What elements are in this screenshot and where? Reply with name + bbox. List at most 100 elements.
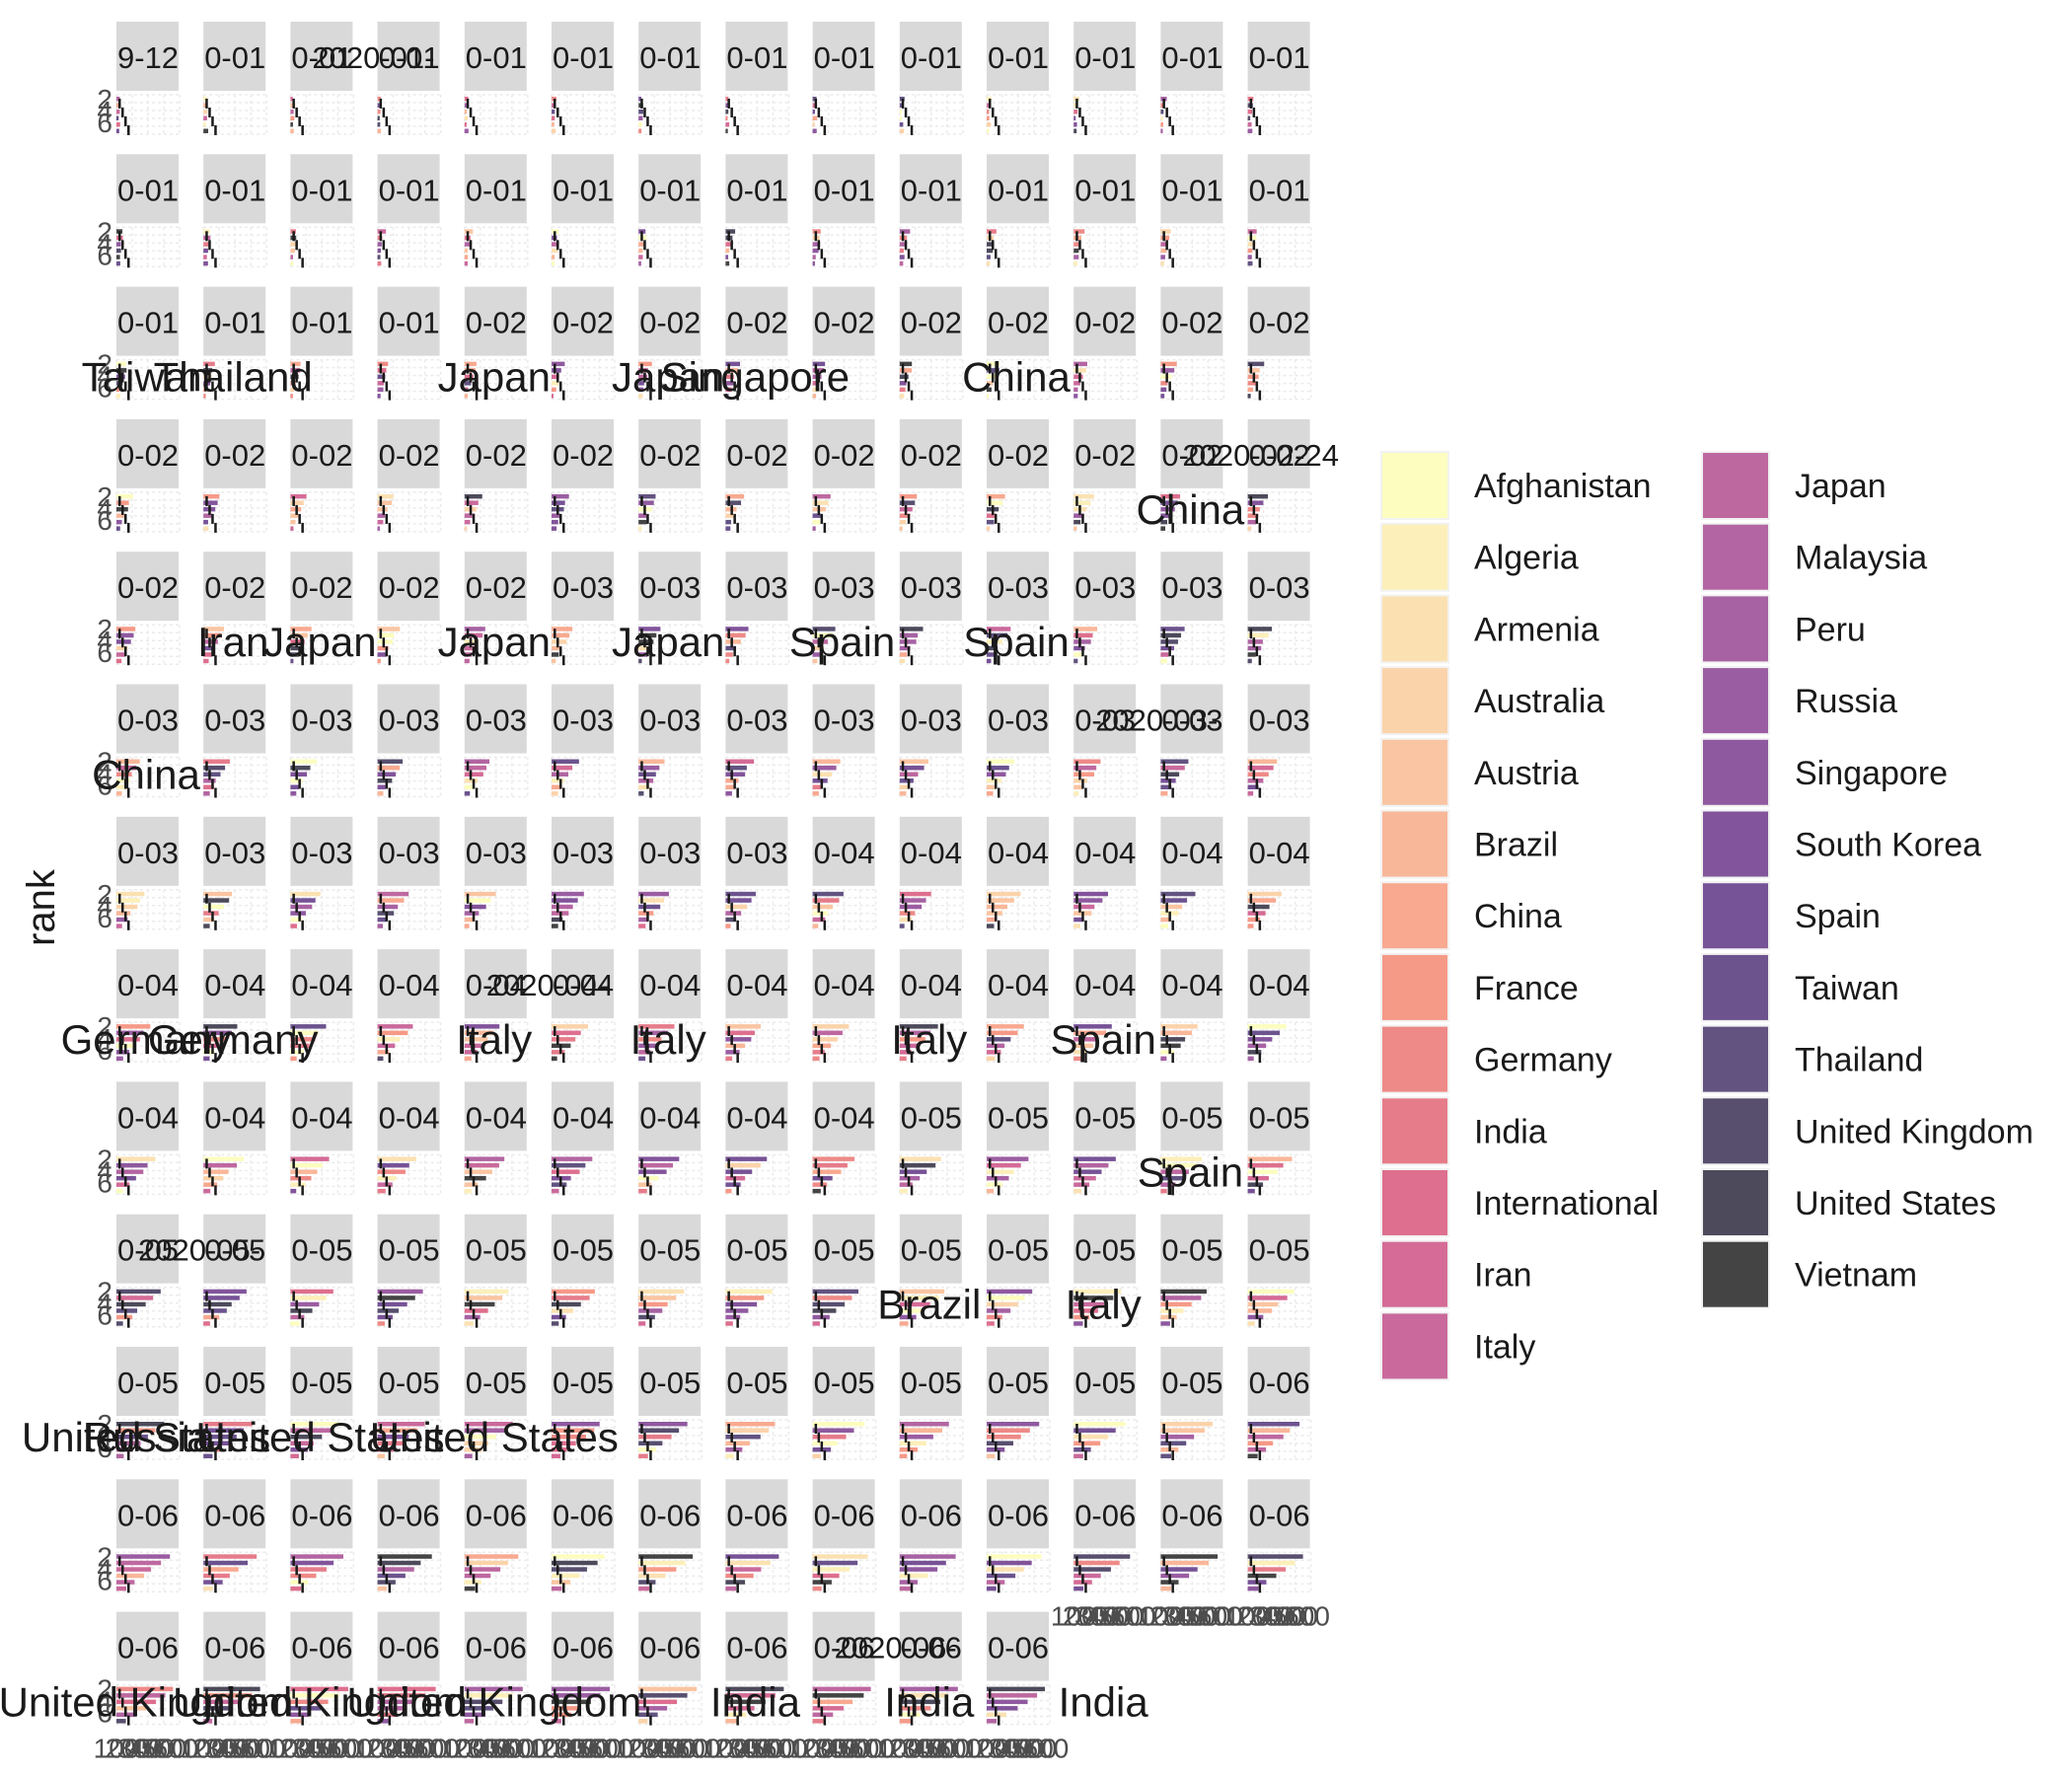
facet-strip [203,1479,266,1549]
bar [638,1422,688,1427]
facet-strip-label: 0-03 [553,570,614,605]
bar [987,778,1001,783]
bar-label-mark [1078,108,1081,117]
bar-label-mark [907,646,911,657]
bar [116,500,129,505]
facet-strip-label: 2020-01- [312,40,434,75]
bar-label-mark [385,1308,389,1319]
bar [377,1573,406,1579]
bar [899,778,914,783]
legend-label: International [1474,1185,1659,1222]
facet-strip-label: 0-02 [1161,306,1222,340]
facet-panel: 0-03 [899,552,964,666]
bar [725,500,742,505]
bar-label-mark [1249,363,1253,374]
facet-strip-label: 0-04 [814,836,875,870]
bar-label-mark [292,99,295,109]
bar-label-mark [214,1317,217,1328]
facet-panel: 0-02 [376,418,442,533]
bar-label-mark [121,108,124,117]
legend-swatch [1701,666,1770,736]
bar [638,513,647,518]
facet-strip [290,1479,353,1549]
bar [377,1435,409,1440]
bar-label-mark [208,1433,211,1443]
country-label: United Kingdom [173,1679,468,1726]
facet-strip [1247,1347,1310,1416]
legend-swatch [1380,1024,1449,1094]
facet-strip [464,1347,527,1416]
x-tick-label: 200 [1149,1600,1196,1631]
bar-label-mark [466,1291,470,1301]
bar [116,1428,156,1433]
bar [987,1169,1014,1174]
bar-label-mark [730,1433,733,1443]
legend-item: France [1380,952,1579,1022]
facet-strip [1247,1214,1310,1284]
bar-label-mark [995,778,998,789]
bar-label-mark [1081,911,1084,922]
bar [1160,1295,1202,1300]
facet-strip-label: 0-01 [291,306,352,340]
bar [1160,917,1171,923]
bar [725,1441,750,1445]
facet-panel: 0-06 [986,1611,1051,1726]
bar [1073,128,1077,133]
bar [377,627,401,631]
bar [899,513,911,518]
bar [812,248,819,254]
facet-panel: 0-01 [1159,22,1225,135]
bar-label-mark [469,1035,473,1046]
bar-label-mark [475,1450,479,1460]
bar-label-mark [295,770,298,780]
bar [638,772,656,777]
bar-label-mark [814,1026,818,1037]
facet-panel: 0-03 [464,816,529,930]
bar [1073,381,1080,386]
bar-label-mark [733,1574,736,1585]
bar [290,778,303,783]
bar [638,110,643,114]
facet-strip [987,552,1049,622]
bar-label-mark [1249,1026,1253,1037]
bar-label-mark [388,258,392,268]
bar [1073,115,1076,120]
facet-panel: 0-05 [724,1347,790,1460]
bar [725,1573,754,1579]
facet-strip-label: 0-04 [814,1100,875,1135]
facet-strip [552,1081,614,1151]
facet-strip [812,1611,875,1681]
bar [552,1573,580,1579]
bar-label-mark [992,770,995,780]
x-tick-label: 500 [488,1734,535,1764]
country-label: Germany [148,1016,319,1063]
bar [1247,1175,1269,1181]
bar [725,639,741,644]
bar-label-mark [382,1697,386,1708]
facet-strip-label: 0-06 [639,1498,701,1532]
x-tick-label: 400 [738,1734,784,1764]
bar-label-mark [1258,1583,1262,1593]
bar-label-mark [820,1308,824,1319]
bar-label-mark [904,240,908,251]
bar [203,500,218,505]
bar-label-mark [643,372,646,383]
bar [552,639,567,644]
bar-label-mark [292,1688,295,1699]
bar-label-mark [727,1026,730,1037]
bar [987,248,994,254]
bar-label-mark [469,1299,473,1310]
bar-label-mark [649,1053,652,1064]
bar [725,1567,762,1572]
bar-label-mark [124,381,127,392]
legend-item: Italy [1380,1311,1535,1381]
bar [203,374,212,380]
bar [1247,1586,1259,1591]
bar [1073,924,1080,928]
bar-label-mark [1168,911,1171,922]
bar-label-mark [301,125,304,135]
bar-label-mark [640,1556,643,1567]
facet-strip [203,418,266,488]
bar-label-mark [640,1026,643,1037]
